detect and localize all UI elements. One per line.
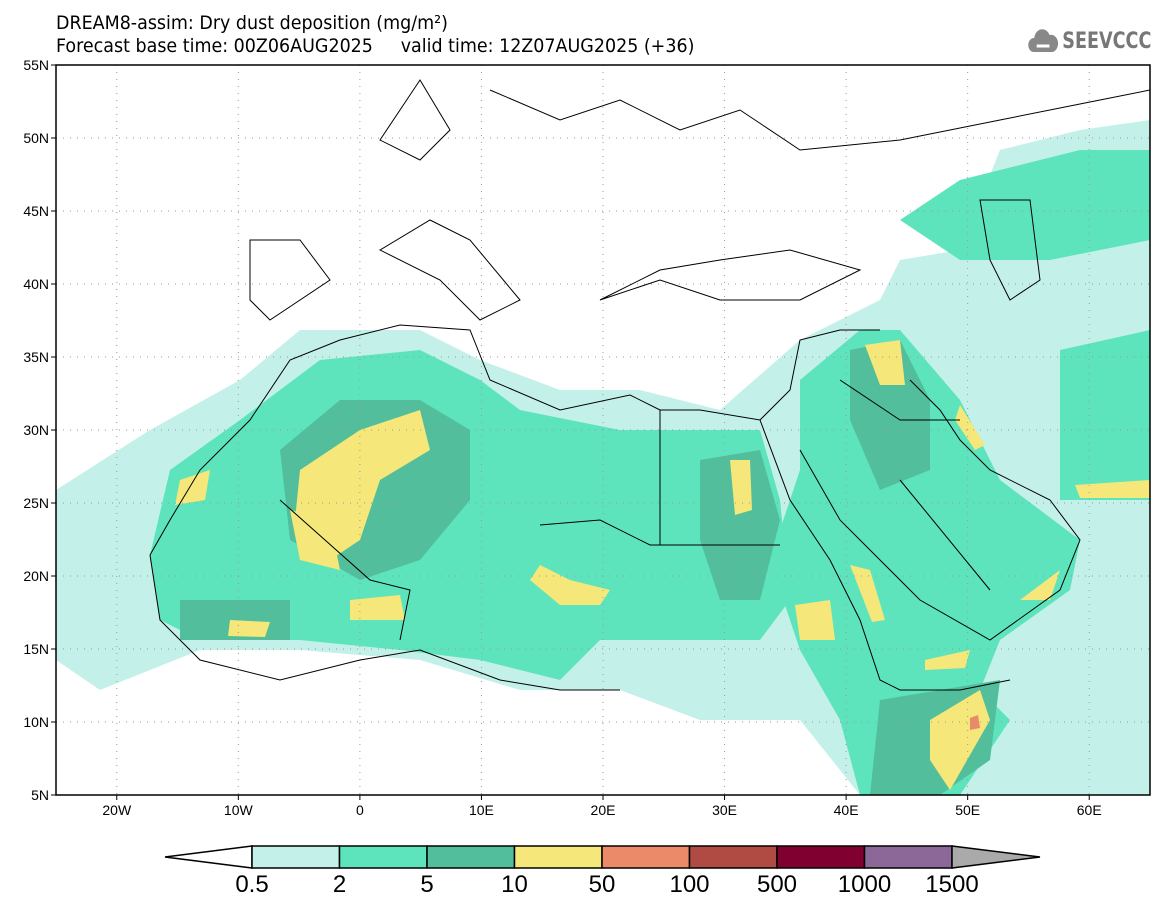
logo-text: SEEVCCC xyxy=(1061,28,1151,54)
colorbar-label: 500 xyxy=(757,871,797,898)
colorbar-swatch xyxy=(426,845,516,869)
colorbar-swatch xyxy=(338,845,428,869)
map-subtitle: Forecast base time: 00Z06AUG2025 valid t… xyxy=(56,35,695,57)
lat-label: 55N xyxy=(23,57,49,73)
colorbar: 0.5 2 5 10 50 100 500 1000 1500 xyxy=(164,845,1041,898)
dust-level-2 xyxy=(900,150,1150,260)
latitude-labels: 55N 50N 45N 40N 35N 30N 25N 20N 15N 10N 5N xyxy=(23,57,56,803)
lon-label: 20E xyxy=(591,802,616,818)
colorbar-swatch xyxy=(251,845,341,869)
dust-level-10 xyxy=(175,340,1150,790)
lat-label: 40N xyxy=(23,276,49,292)
lon-label: 10E xyxy=(469,802,494,818)
colorbar-label: 10 xyxy=(501,871,528,898)
dust-level-5 xyxy=(700,450,780,600)
coastlines xyxy=(149,79,1150,691)
lat-label: 50N xyxy=(23,130,49,146)
lat-label: 35N xyxy=(23,349,49,365)
lat-label: 30N xyxy=(23,422,49,438)
colorbar-swatch xyxy=(513,845,603,869)
map-title: DREAM8-assim: Dry dust deposition (mg/m²… xyxy=(56,12,448,34)
gridlines xyxy=(56,65,1150,795)
lon-label: 10W xyxy=(224,802,254,818)
lat-label: 5N xyxy=(31,787,49,803)
colorbar-label: 1000 xyxy=(838,871,891,898)
colorbar-over-arrow xyxy=(951,845,1041,869)
colorbar-swatch xyxy=(863,845,953,869)
longitude-labels: 20W 10W 0 10E 20E 30E 40E 50E 60E xyxy=(102,795,1102,818)
lat-label: 20N xyxy=(23,568,49,584)
lon-label: 30E xyxy=(712,802,737,818)
colorbar-label: 100 xyxy=(669,871,709,898)
seevccc-logo: SEEVCCC xyxy=(1027,28,1151,54)
dust-field xyxy=(56,65,1150,795)
lon-label: 60E xyxy=(1077,802,1102,818)
lat-label: 10N xyxy=(23,714,49,730)
lon-label: 0 xyxy=(356,802,364,818)
dust-level-2 xyxy=(770,330,1080,795)
lat-label: 25N xyxy=(23,495,49,511)
dust-level-2 xyxy=(1060,330,1150,500)
colorbar-label: 5 xyxy=(420,871,433,898)
lat-label: 15N xyxy=(23,641,49,657)
lon-label: 50E xyxy=(955,802,980,818)
colorbar-label: 50 xyxy=(589,871,616,898)
dust-level-5 xyxy=(850,340,930,490)
colorbar-label: 0.5 xyxy=(235,871,268,898)
lat-label: 45N xyxy=(23,203,49,219)
colorbar-swatch xyxy=(688,845,778,869)
colorbar-label: 2 xyxy=(333,871,346,898)
dust-level-100 xyxy=(970,715,980,730)
lon-label: 20W xyxy=(102,802,132,818)
colorbar-swatch xyxy=(601,845,691,869)
cloud-icon xyxy=(1027,29,1058,52)
colorbar-under-arrow xyxy=(164,845,253,869)
colorbar-label: 1500 xyxy=(925,871,978,898)
colorbar-swatch xyxy=(776,845,866,869)
lon-label: 40E xyxy=(834,802,859,818)
